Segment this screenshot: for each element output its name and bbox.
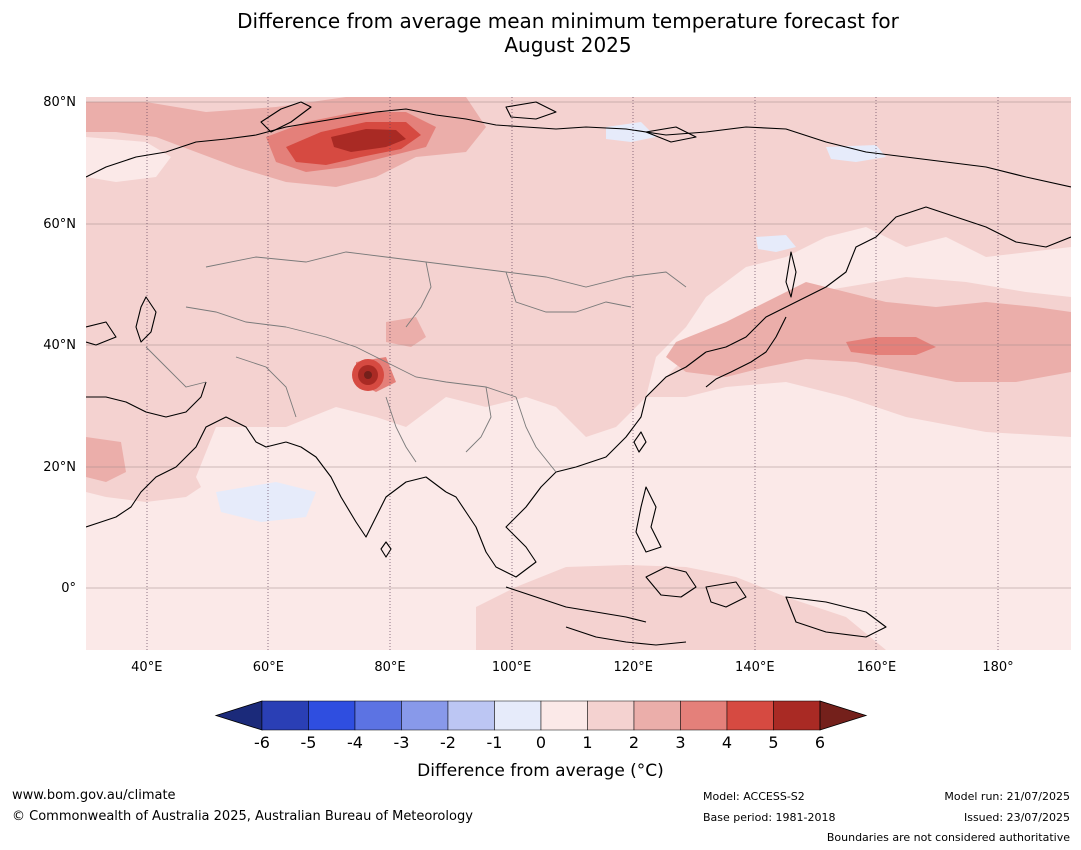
colorbar-tick-label: 5: [768, 733, 779, 752]
colorbar-segment: [726, 700, 774, 731]
lon-label: 140°E: [735, 660, 775, 675]
lon-label: 60°E: [252, 660, 285, 675]
lat-label: 80°N: [43, 95, 76, 111]
colorbar-segment: [633, 700, 681, 731]
lat-label: 0°: [61, 581, 76, 597]
lon-label: 160°E: [856, 660, 897, 675]
footer-issued: Issued: 23/07/2025: [963, 811, 1070, 824]
colorbar-segment: [354, 700, 402, 731]
anomaly-1-2-south: [476, 565, 886, 650]
footer-copyright: © Commonwealth of Australia 2025, Austra…: [12, 809, 473, 824]
colorbar-tick-label: 6: [814, 733, 826, 752]
colorbar-segment: [261, 700, 309, 731]
forecast-map: [86, 97, 1071, 650]
lon-label: 80°E: [374, 660, 406, 675]
colorbar-tick-label: 3: [675, 733, 686, 752]
lat-label: 40°N: [43, 338, 76, 354]
colorbar-tick-label: 2: [628, 733, 640, 752]
colorbar-segment: [773, 700, 821, 731]
footer-model: Model: ACCESS-S2: [703, 790, 805, 803]
lon-label: 40°E: [131, 660, 163, 675]
footer-disclaimer: Boundaries are not considered authoritat…: [826, 831, 1070, 844]
footer-url[interactable]: www.bom.gov.au/climate: [12, 788, 176, 803]
colorbar-segment: [401, 700, 449, 731]
colorbar-tick-label: 4: [721, 733, 733, 752]
colorbar-segment: [680, 700, 728, 731]
lat-label: 60°N: [43, 216, 76, 232]
colorbar-label: Difference from average (°C): [417, 761, 664, 781]
colorbar-segment: [540, 700, 588, 731]
colorbar-tick-label: 0: [535, 733, 547, 752]
anomaly-5-6-arctic: [331, 129, 406, 152]
colorbar-segment: [308, 700, 356, 731]
lat-label: 20°N: [43, 459, 76, 475]
colorbar-tick-label: -3: [393, 733, 410, 752]
map-title: Difference from average mean minimum tem…: [237, 9, 899, 57]
colorbar-segment: [494, 700, 542, 731]
meridians: [146, 97, 999, 650]
colorbar-segment: [587, 700, 635, 731]
colorbar-tick-label: -1: [486, 733, 503, 752]
colorbar-tick-label: -2: [440, 733, 456, 752]
anomaly-2-3-pacific: [666, 282, 1071, 382]
lon-label: 180°: [982, 660, 1014, 675]
colorbar-tick-label: -6: [254, 733, 270, 752]
country-borders: [145, 251, 687, 473]
gridlines: [86, 101, 1071, 589]
anomaly-neg-patch: [606, 122, 656, 142]
lon-label: 120°E: [613, 660, 653, 675]
footer-model-run: Model run: 21/07/2025: [944, 790, 1070, 803]
footer-base-period: Base period: 1981-2018: [703, 811, 836, 824]
colorbar-segment: [447, 700, 495, 731]
colorbar-tick-label: -4: [347, 733, 363, 752]
colorbar-tick-label: 1: [582, 733, 593, 752]
lon-label: 100°E: [491, 660, 532, 675]
colorbar-extend-low: [214, 700, 263, 731]
colorbar-tick-label: -5: [300, 733, 317, 752]
colorbar-extend-high: [819, 700, 868, 731]
anomaly-1-2-area: [86, 97, 1071, 502]
coastlines: [86, 101, 1071, 646]
